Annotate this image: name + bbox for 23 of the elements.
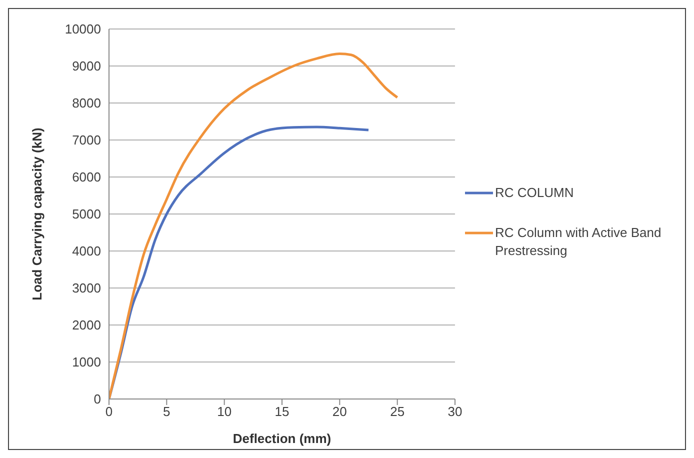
x-tick-label: 0	[105, 404, 113, 420]
y-tick-label: 1000	[72, 354, 101, 370]
y-tick-label: 9000	[72, 58, 101, 74]
y-tick-label: 3000	[72, 280, 101, 296]
y-tick-label: 6000	[72, 170, 101, 185]
x-tick-label: 5	[163, 404, 170, 420]
x-tick-label: 25	[390, 404, 405, 420]
x-tick-label: 15	[274, 404, 290, 420]
y-tick-label: 5000	[72, 206, 101, 222]
y-tick-label: 8000	[72, 96, 101, 111]
legend-label: RC COLUMN	[495, 184, 574, 202]
y-tick-label: 0	[94, 392, 101, 407]
x-tick-label: 30	[448, 404, 462, 420]
y-axis-title: Load Carrying capacity (kN)	[30, 128, 45, 300]
y-tick-label: 7000	[72, 132, 101, 148]
line-series	[109, 52, 399, 399]
y-tick-label: 10000	[64, 22, 101, 37]
x-axis-title: Deflection (mm)	[232, 431, 332, 446]
y-tick-label: 2000	[72, 318, 101, 333]
x-tick-label: 10	[217, 404, 232, 420]
y-tick-label: 4000	[72, 244, 101, 259]
legend-label: RC Column with Active Band Prestressing	[495, 224, 662, 260]
x-tick-label: 20	[332, 404, 347, 420]
